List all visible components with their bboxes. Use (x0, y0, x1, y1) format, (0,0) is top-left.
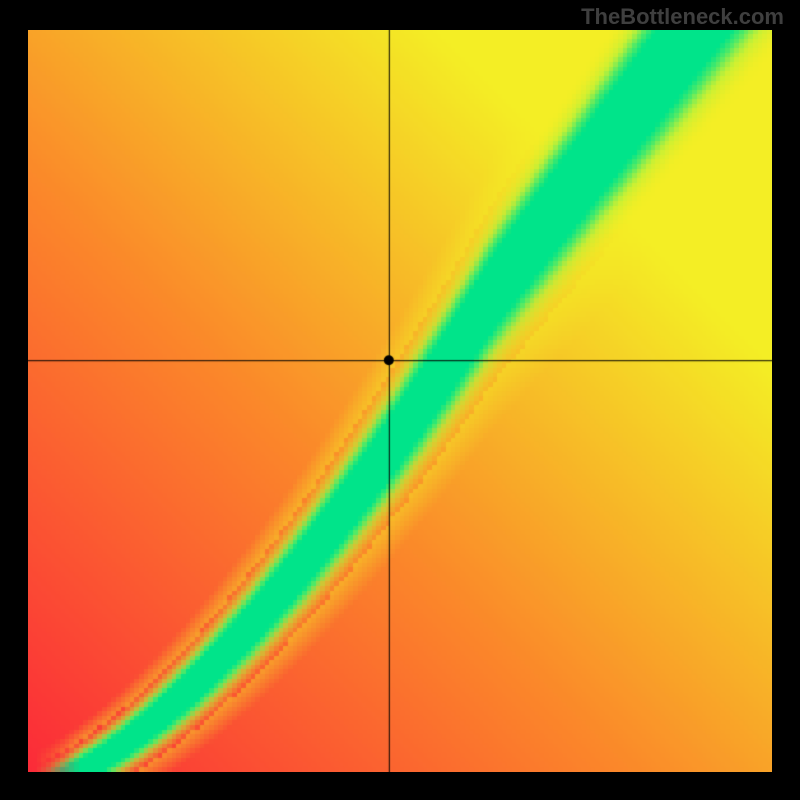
watermark-text: TheBottleneck.com (581, 4, 784, 30)
bottleneck-heatmap (28, 30, 772, 772)
chart-container: TheBottleneck.com (0, 0, 800, 800)
